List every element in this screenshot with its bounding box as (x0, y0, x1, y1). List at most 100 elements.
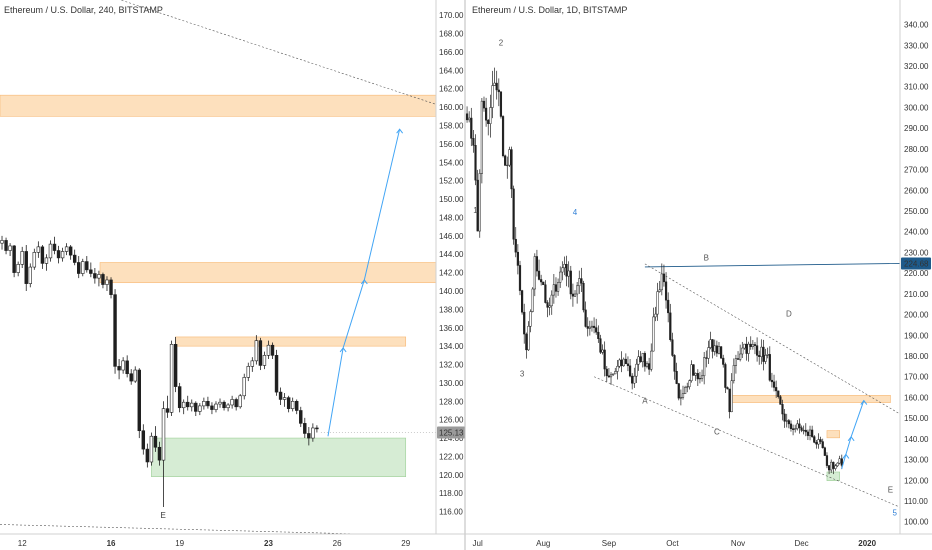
candle (571, 283, 575, 307)
candle-body-up (734, 358, 738, 366)
candle-body-up (794, 428, 797, 430)
candle-body-up (36, 246, 41, 253)
lower-trendline-4h (0, 524, 361, 535)
level-price-badge: 224.68 (901, 257, 931, 270)
candle (707, 340, 710, 365)
candle-body-down (512, 188, 515, 240)
candle-body-up (311, 427, 315, 439)
candle-body-down (592, 325, 596, 328)
candle-body-up (609, 374, 613, 378)
candle-body-up (654, 313, 657, 318)
candle-body-up (694, 373, 697, 376)
candle-body-up (656, 291, 659, 315)
candle-body-up (588, 326, 591, 329)
price-axis-4h[interactable]: 116.00 118.00 120.00 122.00 124.00 126.00 128.… (439, 11, 464, 516)
chart-pane-4h[interactable]: Ethereum / U.S. Dollar, 240, BITSTAMP E … (0, 0, 465, 548)
candle (749, 336, 752, 350)
candle-body-down (811, 429, 814, 437)
candle-body-down (109, 279, 113, 295)
candle-body-up (266, 344, 271, 356)
candle (823, 446, 826, 456)
candle (85, 256, 89, 273)
candle-body-up (290, 400, 295, 409)
time-tick: 2020 (858, 539, 876, 548)
candle (662, 264, 666, 287)
time-axis-4h[interactable]: 12 16 19 23 26 29 (18, 539, 411, 548)
candle-body-up (32, 252, 37, 268)
wave-label: E (888, 486, 893, 495)
candle-body-down (474, 145, 477, 181)
candle (533, 253, 536, 297)
candle-body-up (561, 267, 564, 273)
candle-body-up (44, 257, 49, 264)
candle-body-down (535, 256, 539, 272)
candle-body-down (582, 282, 585, 311)
candle-body-down (514, 238, 517, 253)
candle-body-up (0, 240, 4, 244)
time-tick: 19 (175, 539, 184, 548)
candle-body-up (533, 256, 536, 290)
candle-body-up (282, 397, 287, 400)
candle-body-down (173, 344, 178, 387)
candle-body-down (72, 254, 77, 263)
candle (514, 227, 517, 258)
candle (77, 256, 81, 279)
price-tick: 280.00 (904, 145, 929, 154)
candle-body-down (12, 245, 16, 273)
candle-body-up (751, 344, 754, 347)
price-tick: 180.00 (904, 352, 929, 361)
candle-body-down (504, 155, 507, 166)
candle (739, 344, 742, 362)
candle (499, 91, 503, 119)
arrowhead (396, 128, 404, 134)
candle-body-down (141, 430, 146, 450)
candle-body-down (521, 290, 524, 313)
candle (527, 321, 530, 352)
candle (698, 371, 702, 384)
candle-body-down (624, 358, 627, 365)
candle (622, 357, 625, 367)
candle (582, 280, 585, 313)
candle (20, 246, 24, 268)
chart-pane-1d[interactable]: Ethereum / U.S. Dollar, 1D, BITSTAMP 123… (465, 5, 931, 548)
candle-body-down (813, 436, 816, 443)
chart-title-1d: Ethereum / U.S. Dollar, 1D, BITSTAMP (472, 5, 627, 15)
candle-body-down (692, 364, 695, 376)
candle (476, 169, 479, 232)
candle-body-down (745, 343, 748, 354)
upper-channel-line (644, 263, 901, 415)
candles-4h (0, 235, 319, 508)
candle (599, 334, 602, 355)
candle (230, 395, 234, 409)
candle (89, 262, 93, 278)
candle (44, 254, 49, 271)
candle-body-up (169, 344, 174, 413)
price-tick: 164.00 (439, 66, 464, 75)
price-tick: 134.00 (439, 342, 464, 351)
candle (669, 303, 672, 342)
price-axis-1d[interactable]: 100.00 110.00 120.00 130.00 140.00 150.00 160.… (904, 21, 929, 527)
candle (567, 261, 570, 288)
candle-body-down (270, 344, 275, 356)
price-tick: 144.00 (439, 250, 464, 259)
candle (751, 340, 754, 350)
candle-body-down (823, 447, 826, 456)
candle-body-up (250, 360, 255, 367)
candle (713, 339, 716, 356)
candle-body-up (529, 311, 532, 327)
candle-body-down (715, 345, 718, 354)
candle (715, 340, 718, 357)
candle (226, 403, 230, 412)
candle-body-down (485, 107, 488, 121)
candle (542, 281, 545, 286)
time-axis-1d[interactable]: Jul Aug Sep Oct Nov Dec 2020 (473, 539, 877, 548)
arrowhead (860, 399, 868, 405)
candle (8, 243, 12, 257)
wave-label: 1 (473, 206, 478, 215)
candle (711, 338, 714, 359)
candle (548, 297, 551, 316)
candle (190, 399, 194, 412)
price-tick: 120.00 (439, 471, 464, 480)
price-tick: 150.00 (904, 414, 929, 423)
